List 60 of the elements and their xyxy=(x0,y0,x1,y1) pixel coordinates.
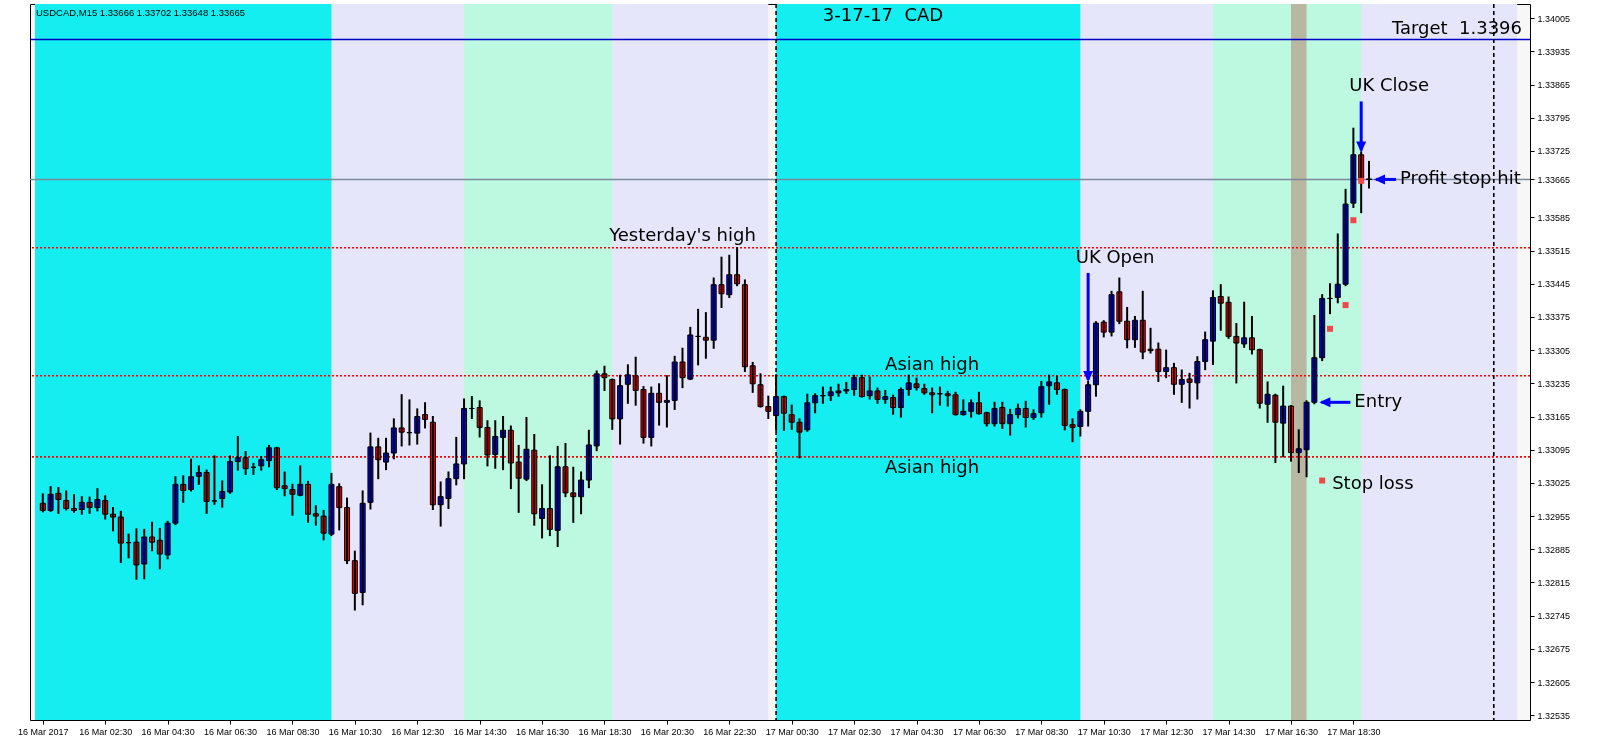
annotation: Asian high xyxy=(885,352,980,374)
annotation: Asian high xyxy=(885,455,980,477)
x-tick-label: 16 Mar 22:30 xyxy=(703,726,757,737)
y-tick-label: 1.34005 xyxy=(1537,13,1571,24)
x-tick-label: 16 Mar 10:30 xyxy=(328,726,382,737)
annotation: Profit stop hit xyxy=(1399,167,1521,189)
annotation: Stop loss xyxy=(1332,471,1414,493)
y-tick-label: 1.33095 xyxy=(1537,445,1571,456)
x-tick-label: 17 Mar 16:30 xyxy=(1264,726,1318,737)
x-tick-label: 17 Mar 00:30 xyxy=(765,726,819,737)
annotation: Yesterday's high xyxy=(608,223,756,245)
x-tick-label: 17 Mar 12:30 xyxy=(1140,726,1194,737)
y-tick-label: 1.33585 xyxy=(1537,212,1571,223)
y-tick-label: 1.33025 xyxy=(1537,478,1571,489)
ref-line-label: Target 1.3396 xyxy=(1390,16,1522,38)
y-tick-label: 1.32675 xyxy=(1537,644,1571,655)
x-tick-label: 16 Mar 18:30 xyxy=(578,726,632,737)
y-tick-label: 1.33375 xyxy=(1537,312,1571,323)
x-tick-label: 16 Mar 20:30 xyxy=(640,726,694,737)
x-tick-label: 17 Mar 10:30 xyxy=(1077,726,1131,737)
chart-title: 3-17-17 CAD xyxy=(822,4,944,25)
point xyxy=(1358,177,1365,184)
x-tick-label: 16 Mar 16:30 xyxy=(516,726,570,737)
y-tick-label: 1.33665 xyxy=(1537,174,1571,185)
x-tick-label: 16 Mar 12:30 xyxy=(391,726,445,737)
x-tick-label: 17 Mar 04:30 xyxy=(890,726,944,737)
y-tick-label: 1.32815 xyxy=(1537,577,1571,588)
x-tick-label: 16 Mar 06:30 xyxy=(204,726,258,737)
y-tick-label: 1.33725 xyxy=(1537,146,1571,157)
y-tick-label: 1.33305 xyxy=(1537,345,1571,356)
point xyxy=(1326,325,1333,332)
y-tick-label: 1.33165 xyxy=(1537,412,1571,423)
x-tick-label: 16 Mar 08:30 xyxy=(266,726,320,737)
y-tick-label: 1.33515 xyxy=(1537,246,1571,257)
x-tick-label: 17 Mar 02:30 xyxy=(828,726,882,737)
y-tick-label: 1.32955 xyxy=(1537,511,1571,522)
annotation: UK Close xyxy=(1349,74,1430,96)
x-tick-label: 17 Mar 08:30 xyxy=(1015,726,1069,737)
y-tick-label: 1.33445 xyxy=(1537,279,1571,290)
annotation: Entry xyxy=(1354,390,1403,412)
point xyxy=(1350,217,1357,224)
x-tick-label: 16 Mar 14:30 xyxy=(453,726,507,737)
y-tick-label: 1.32885 xyxy=(1537,544,1571,555)
x-tick-label: 16 Mar 2017 xyxy=(18,726,69,737)
x-tick-label: 17 Mar 18:30 xyxy=(1327,726,1381,737)
x-tick-label: 17 Mar 14:30 xyxy=(1202,726,1256,737)
y-tick-label: 1.33795 xyxy=(1537,113,1571,124)
x-tick-label: 17 Mar 06:30 xyxy=(952,726,1006,737)
x-tick-label: 16 Mar 04:30 xyxy=(141,726,195,737)
y-tick-label: 1.33865 xyxy=(1537,80,1571,91)
y-tick-label: 1.33935 xyxy=(1537,46,1571,57)
point xyxy=(1342,302,1349,309)
chart-subtitle: USDCAD,M15 1.33666 1.33702 1.33648 1.33665 xyxy=(36,7,246,18)
y-tick-label: 1.32605 xyxy=(1537,677,1571,688)
x-tick-label: 16 Mar 02:30 xyxy=(79,726,133,737)
y-tick-label: 1.33235 xyxy=(1537,378,1571,389)
point xyxy=(1319,477,1326,484)
y-tick-label: 1.32535 xyxy=(1537,710,1571,721)
candlestick xyxy=(1365,160,1372,189)
y-tick-label: 1.32745 xyxy=(1537,611,1571,622)
